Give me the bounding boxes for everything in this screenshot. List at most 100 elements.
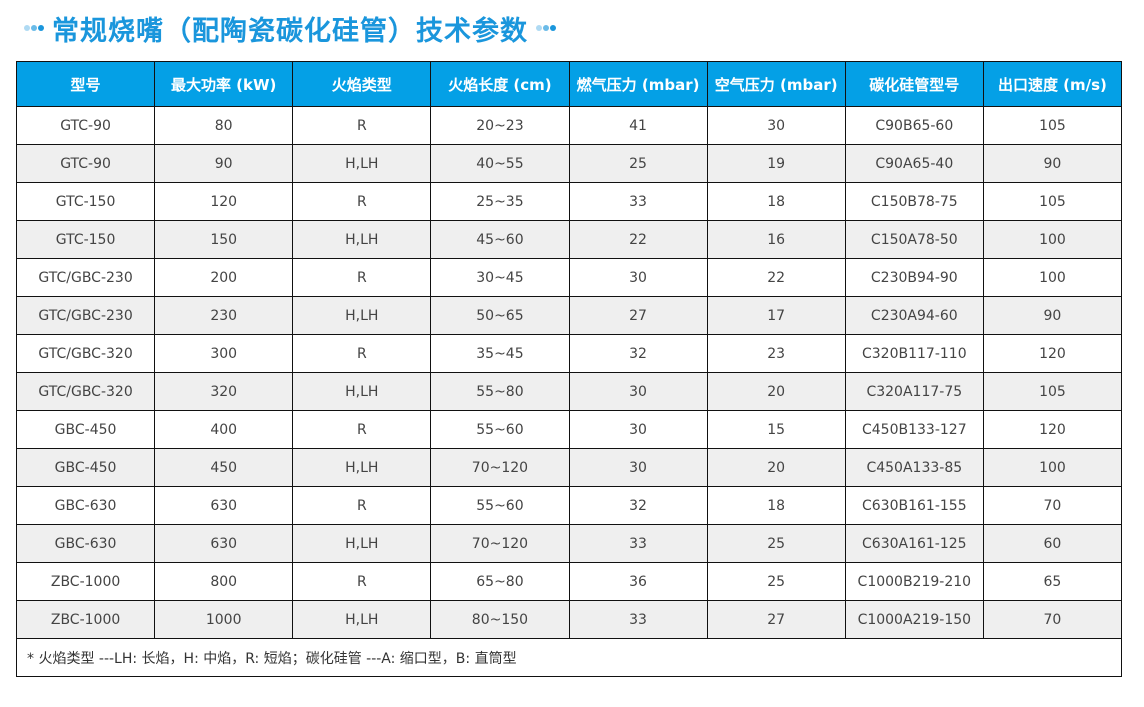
- table-cell: 20: [706, 372, 846, 411]
- table-cell: 70~120: [430, 448, 570, 487]
- table-cell: 150: [154, 220, 294, 259]
- table-row: GBC-630 630 H,LH 70~120 33 25 C630A161-125 60: [15, 524, 1123, 563]
- table-cell: C450A133-85: [844, 448, 984, 487]
- table-cell: ZBC-1000: [15, 600, 156, 639]
- table-cell: C320A117-75: [844, 372, 984, 411]
- table-cell: C320B117-110: [844, 334, 984, 373]
- table-cell: 25: [706, 524, 846, 563]
- table-cell: C1000B219-210: [844, 562, 984, 601]
- table-row: GBC-450 450 H,LH 70~120 30 20 C450A133-85 100: [15, 448, 1123, 487]
- table-cell: 18: [706, 182, 846, 221]
- footnote: * 火焰类型 ---LH: 长焰，H: 中焰，R: 短焰；碳化硅管 ---A: …: [16, 638, 1122, 677]
- table-cell: 200: [154, 258, 294, 297]
- table-cell: 400: [154, 410, 294, 449]
- table-cell: GBC-450: [15, 448, 156, 487]
- table-cell: 41: [568, 106, 708, 145]
- table-cell: 22: [706, 258, 846, 297]
- table-cell: H,LH: [292, 600, 432, 639]
- dots-decoration-icon: [24, 25, 44, 31]
- table-row: GTC-150 150 H,LH 45~60 22 16 C150A78-50 100: [15, 220, 1123, 259]
- table-row: GBC-630 630 R 55~60 32 18 C630B161-155 70: [15, 486, 1123, 525]
- table-cell: GBC-450: [15, 410, 156, 449]
- footnote-row: * 火焰类型 ---LH: 长焰，H: 中焰，R: 短焰；碳化硅管 ---A: …: [16, 638, 1122, 677]
- column-header: 火焰类型: [292, 61, 432, 107]
- table-cell: 60: [982, 524, 1123, 563]
- table-row: GTC/GBC-230 200 R 30~45 30 22 C230B94-90 100: [15, 258, 1123, 297]
- page-title-block: 常规烧嘴（配陶瓷碳化硅管）技术参数: [16, 8, 564, 48]
- table-cell: 18: [706, 486, 846, 525]
- table-cell: R: [292, 258, 432, 297]
- table-row: ZBC-1000 1000 H,LH 80~150 33 27 C1000A219-150 7…: [15, 600, 1123, 639]
- page-title: 常规烧嘴（配陶瓷碳化硅管）技术参数: [52, 15, 528, 47]
- spec-table: 型号 最大功率 (kW) 火焰类型 火焰长度 (cm) 燃气压力 (mbar) 空气压力 …: [15, 61, 1123, 677]
- table-cell: R: [292, 334, 432, 373]
- table-cell: 45~60: [430, 220, 570, 259]
- table-cell: 55~60: [430, 486, 570, 525]
- table-cell: C90A65-40: [844, 144, 984, 183]
- table-cell: 27: [706, 600, 846, 639]
- column-header: 型号: [15, 61, 156, 107]
- table-cell: 33: [568, 600, 708, 639]
- table-cell: GTC/GBC-320: [15, 334, 156, 373]
- table-cell: 16: [706, 220, 846, 259]
- table-cell: 630: [154, 524, 294, 563]
- table-cell: R: [292, 562, 432, 601]
- table-cell: 40~55: [430, 144, 570, 183]
- table-cell: 20~23: [430, 106, 570, 145]
- table-cell: 90: [982, 296, 1123, 335]
- table-cell: H,LH: [292, 448, 432, 487]
- table-row: GTC-90 80 R 20~23 41 30 C90B65-60 105: [15, 106, 1123, 145]
- table-cell: H,LH: [292, 524, 432, 563]
- table-cell: 17: [706, 296, 846, 335]
- table-cell: 30~45: [430, 258, 570, 297]
- table-cell: C630A161-125: [844, 524, 984, 563]
- table-cell: R: [292, 182, 432, 221]
- table-cell: 32: [568, 486, 708, 525]
- table-cell: 19: [706, 144, 846, 183]
- table-cell: 120: [982, 334, 1123, 373]
- table-cell: C1000A219-150: [844, 600, 984, 639]
- table-cell: 55~80: [430, 372, 570, 411]
- table-cell: GTC-150: [15, 182, 156, 221]
- table-cell: R: [292, 410, 432, 449]
- table-cell: 32: [568, 334, 708, 373]
- table-cell: 105: [982, 182, 1123, 221]
- table-cell: 27: [568, 296, 708, 335]
- table-cell: H,LH: [292, 372, 432, 411]
- table-cell: 50~65: [430, 296, 570, 335]
- table-cell: 100: [982, 448, 1123, 487]
- table-cell: H,LH: [292, 220, 432, 259]
- column-header: 最大功率 (kW): [154, 61, 294, 107]
- table-cell: C150A78-50: [844, 220, 984, 259]
- table-cell: R: [292, 486, 432, 525]
- table-cell: 105: [982, 106, 1123, 145]
- column-header: 火焰长度 (cm): [430, 61, 570, 107]
- table-cell: GTC-150: [15, 220, 156, 259]
- table-cell: 90: [982, 144, 1123, 183]
- table-cell: 120: [982, 410, 1123, 449]
- table-cell: 25: [706, 562, 846, 601]
- table-cell: 30: [706, 106, 846, 145]
- table-cell: GTC/GBC-320: [15, 372, 156, 411]
- table-cell: 30: [568, 410, 708, 449]
- table-cell: ZBC-1000: [15, 562, 156, 601]
- table-cell: 30: [568, 448, 708, 487]
- table-row: ZBC-1000 800 R 65~80 36 25 C1000B219-210 65: [15, 562, 1123, 601]
- table-cell: 33: [568, 524, 708, 563]
- table-row: GBC-450 400 R 55~60 30 15 C450B133-127 120: [15, 410, 1123, 449]
- column-header: 出口速度 (m/s): [982, 61, 1123, 107]
- table-cell: 320: [154, 372, 294, 411]
- table-cell: 70~120: [430, 524, 570, 563]
- table-row: GTC-90 90 H,LH 40~55 25 19 C90A65-40 90: [15, 144, 1123, 183]
- table-cell: GTC/GBC-230: [15, 258, 156, 297]
- table-cell: 30: [568, 372, 708, 411]
- column-header: 碳化硅管型号: [844, 61, 984, 107]
- dots-decoration-icon: [536, 25, 556, 31]
- table-cell: 230: [154, 296, 294, 335]
- table-row: GTC/GBC-320 320 H,LH 55~80 30 20 C320A117-75 10…: [15, 372, 1123, 411]
- table-cell: 33: [568, 182, 708, 221]
- table-cell: 100: [982, 220, 1123, 259]
- table-cell: 25~35: [430, 182, 570, 221]
- table-cell: C150B78-75: [844, 182, 984, 221]
- table-cell: 70: [982, 600, 1123, 639]
